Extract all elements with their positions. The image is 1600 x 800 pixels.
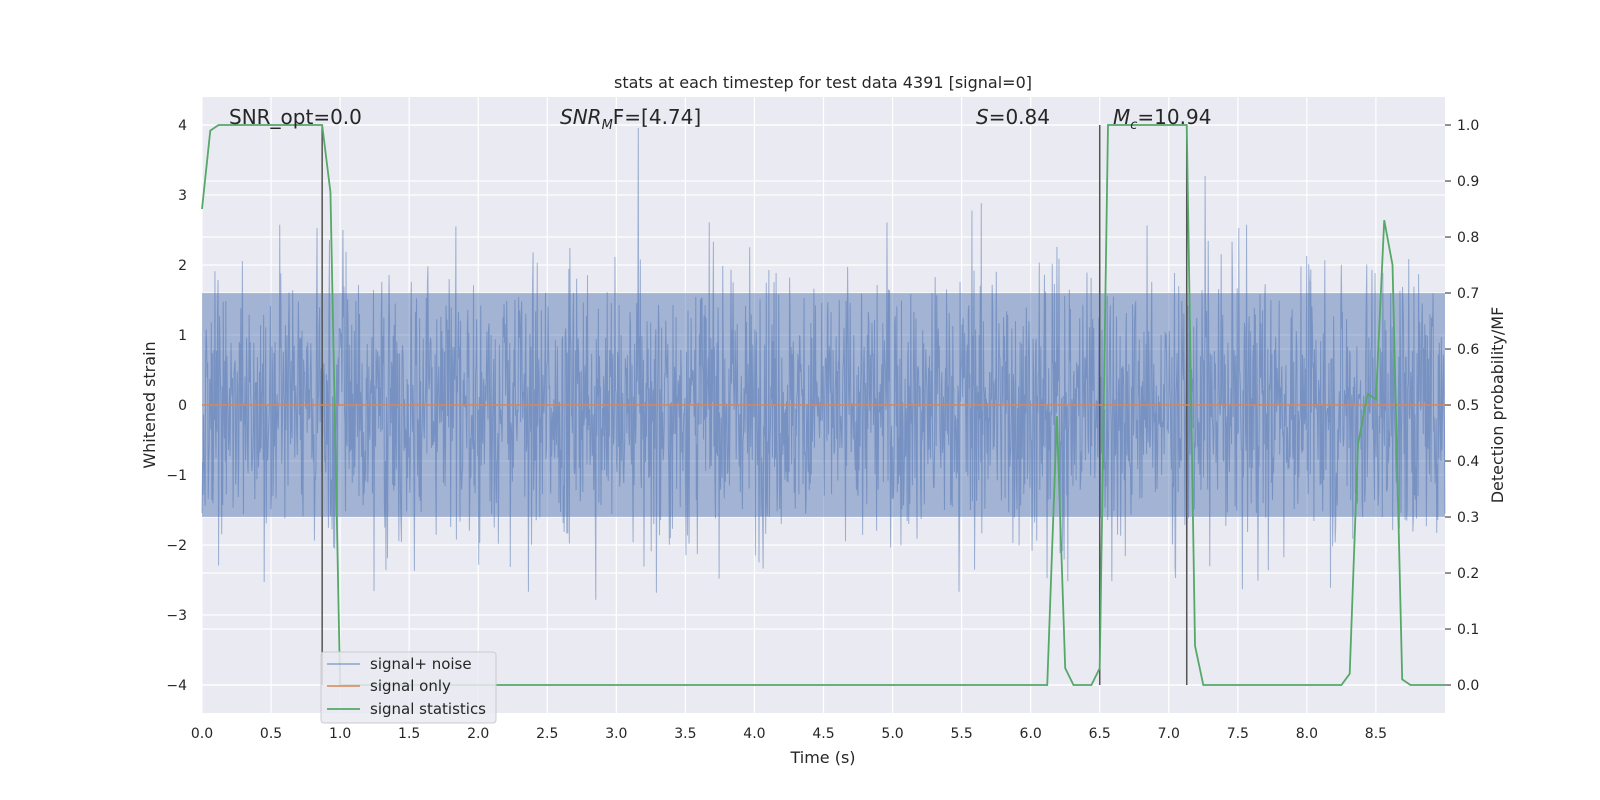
y2-tick-labels: 1.0 0.9 0.8 0.7 0.6 0.5 0.4 0.3 0.2 0.1 0.0 xyxy=(1445,118,1479,694)
x-tick-label: 3.0 xyxy=(605,726,627,742)
y-tick-label: 0 xyxy=(178,398,187,414)
y-tick-label: 1 xyxy=(178,328,187,344)
annotation-snr-mf: SNRMF=[4.74] xyxy=(560,105,701,133)
y2-tick-label: 1.0 xyxy=(1457,118,1479,134)
x-tick-label: 2.5 xyxy=(536,726,558,742)
y-tick-label: 3 xyxy=(178,188,187,204)
y2-tick-label: 0.7 xyxy=(1457,286,1479,302)
y-tick-label: −4 xyxy=(166,678,187,694)
y-axis-label: Whitened strain xyxy=(140,341,159,468)
legend-label-signal-statistics: signal statistics xyxy=(370,700,486,718)
x-tick-label: 0.5 xyxy=(260,726,282,742)
annotation-mc-rest: =10.94 xyxy=(1137,105,1211,129)
annotation-s: S=0.84 xyxy=(976,105,1050,129)
x-tick-label: 8.5 xyxy=(1365,726,1387,742)
noise-trace xyxy=(201,128,1446,600)
y2-tick-label: 0.3 xyxy=(1457,510,1479,526)
x-tick-label: 6.5 xyxy=(1089,726,1111,742)
y-tick-label: 2 xyxy=(178,258,187,274)
y2-tick-label: 0.5 xyxy=(1457,398,1479,414)
x-tick-label: 0.0 xyxy=(191,726,213,742)
y2-tick-label: 0.0 xyxy=(1457,678,1479,694)
x-tick-label: 7.5 xyxy=(1227,726,1249,742)
annotation-snr-mf-symbol: SNR xyxy=(560,105,602,129)
y-tick-label: −2 xyxy=(166,538,187,554)
legend: signal+ noise signal only signal statist… xyxy=(320,651,497,724)
y2-tick-label: 0.8 xyxy=(1457,230,1479,246)
annotation-mc-symbol: M xyxy=(1113,105,1130,129)
annotation-s-symbol: S xyxy=(976,105,989,129)
x-tick-label: 7.0 xyxy=(1158,726,1180,742)
y-tick-label: 4 xyxy=(178,118,187,134)
y2-tick-label: 0.1 xyxy=(1457,622,1479,638)
y-tick-label: −1 xyxy=(166,468,187,484)
x-axis-label: Time (s) xyxy=(789,748,855,767)
annotation-snr-mf-rest: F=[4.74] xyxy=(613,105,701,129)
legend-label-signal-noise: signal+ noise xyxy=(370,655,472,673)
x-tick-labels: 0.0 0.5 1.0 1.5 2.0 2.5 3.0 3.5 4.0 4.5 5.0 5.5 6.0 6… xyxy=(191,726,1387,742)
y2-tick-label: 0.6 xyxy=(1457,342,1479,358)
x-tick-label: 2.0 xyxy=(467,726,489,742)
x-tick-label: 4.5 xyxy=(812,726,834,742)
y-tick-labels: 4 3 2 1 0 −1 −2 −3 −4 xyxy=(166,118,187,694)
x-tick-label: 6.0 xyxy=(1020,726,1042,742)
annotation-mc: Mc=10.94 xyxy=(1113,105,1211,133)
y-tick-label: −3 xyxy=(166,608,187,624)
annotation-mc-sub: c xyxy=(1130,118,1137,133)
legend-box xyxy=(320,651,497,724)
x-tick-label: 1.5 xyxy=(398,726,420,742)
y2-tick-label: 0.2 xyxy=(1457,566,1479,582)
y2-axis-label: Detection probability/MF xyxy=(1488,307,1507,504)
annotation-snr-mf-sub: M xyxy=(602,118,613,133)
x-tick-label: 8.0 xyxy=(1296,726,1318,742)
annotation-s-rest: =0.84 xyxy=(989,105,1050,129)
x-tick-label: 3.5 xyxy=(674,726,696,742)
legend-label-signal-only: signal only xyxy=(370,677,451,695)
annotation-snr-opt: SNR_opt=0.0 xyxy=(229,105,362,129)
x-tick-label: 1.0 xyxy=(329,726,351,742)
x-tick-label: 4.0 xyxy=(743,726,765,742)
x-tick-label: 5.5 xyxy=(950,726,972,742)
chart-title: stats at each timestep for test data 439… xyxy=(614,73,1032,92)
x-tick-label: 5.0 xyxy=(881,726,903,742)
y2-tick-label: 0.9 xyxy=(1457,174,1479,190)
y2-tick-label: 0.4 xyxy=(1457,454,1479,470)
